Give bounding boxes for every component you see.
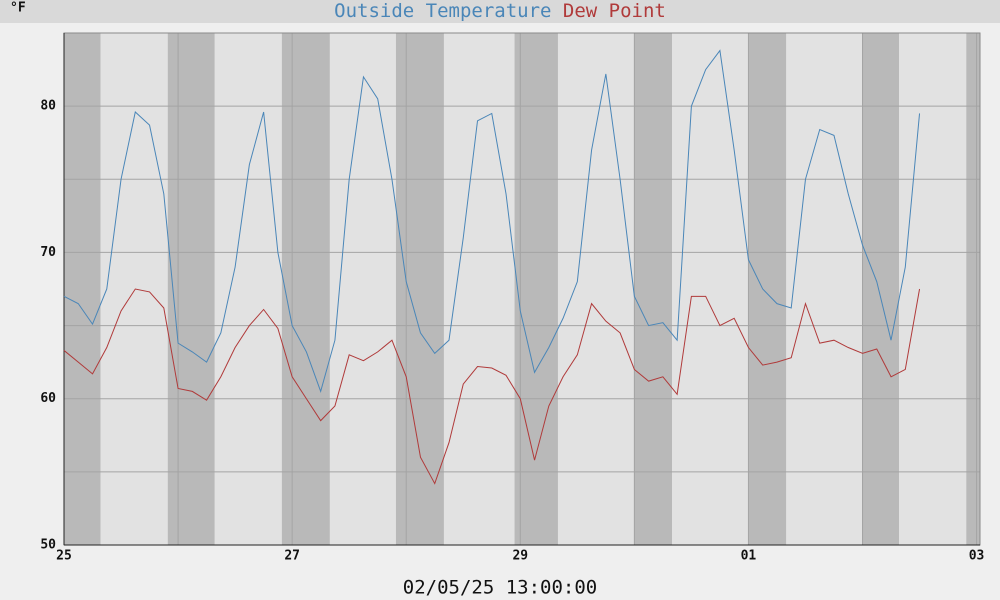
legend-entry: Outside Temperature — [334, 0, 551, 22]
legend-entry: Dew Point — [563, 0, 666, 22]
night-band — [64, 33, 101, 545]
x-tick-label: 29 — [512, 549, 528, 564]
night-band — [862, 33, 900, 545]
x-tick-label: 25 — [56, 549, 72, 564]
y-tick-label: 50 — [40, 538, 56, 553]
night-band — [966, 33, 980, 545]
night-band — [748, 33, 787, 545]
night-band — [634, 33, 673, 545]
night-band — [281, 33, 330, 545]
x-axis-label: 02/05/25 13:00:00 — [403, 577, 597, 599]
x-tick-label: 27 — [284, 549, 300, 564]
legend: Outside Temperature Dew Point — [334, 0, 666, 22]
plot-area: 50 60 70 80 25 27 29 01 03 — [40, 32, 985, 564]
y-tick-label: 60 — [40, 391, 56, 406]
y-tick-label: 80 — [40, 99, 56, 114]
title-bar — [0, 0, 1000, 23]
night-band — [395, 33, 444, 545]
series-line — [63, 288, 921, 485]
y-tick-label: 70 — [40, 245, 56, 260]
y-axis-label: °F — [10, 1, 26, 16]
x-tick-label: 03 — [969, 549, 985, 564]
night-band — [514, 33, 558, 545]
night-band — [167, 33, 215, 545]
series-line — [63, 49, 921, 394]
x-tick-label: 01 — [741, 549, 757, 564]
